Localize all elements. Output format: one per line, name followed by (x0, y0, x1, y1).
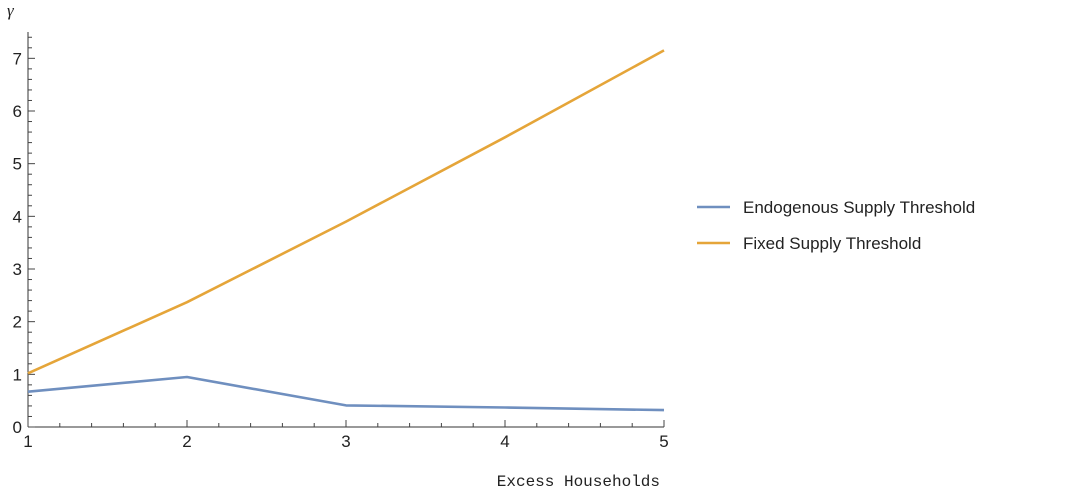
legend: Endogenous Supply Threshold Fixed Supply … (697, 198, 975, 253)
y-tick-label: 3 (13, 260, 22, 279)
y-tick-label: 4 (13, 207, 22, 226)
y-tick-label: 6 (13, 102, 22, 121)
x-tick-label: 4 (500, 432, 509, 451)
legend-label: Fixed Supply Threshold (743, 234, 921, 253)
series-line-endogenous (27, 375, 665, 412)
y-tick-label: 0 (13, 418, 22, 437)
x-axis-title: Excess Households (497, 473, 660, 491)
y-tick-label: 2 (13, 313, 22, 332)
y-ticks: 0 1 2 3 4 5 6 7 (13, 36, 35, 437)
x-ticks: 1 2 3 4 5 (23, 420, 669, 451)
y-tick-label: 5 (13, 155, 22, 174)
x-tick-label: 1 (23, 432, 32, 451)
x-tick-label: 5 (659, 432, 668, 451)
legend-label: Endogenous Supply Threshold (743, 198, 975, 217)
y-tick-label: 1 (13, 365, 22, 384)
series-line-fixed (27, 49, 665, 375)
x-tick-label: 3 (341, 432, 350, 451)
x-tick-label: 2 (182, 432, 191, 451)
axes (27, 32, 664, 428)
y-axis-title: γ (7, 1, 15, 20)
series-lines (27, 49, 665, 412)
y-tick-label: 7 (13, 49, 22, 68)
